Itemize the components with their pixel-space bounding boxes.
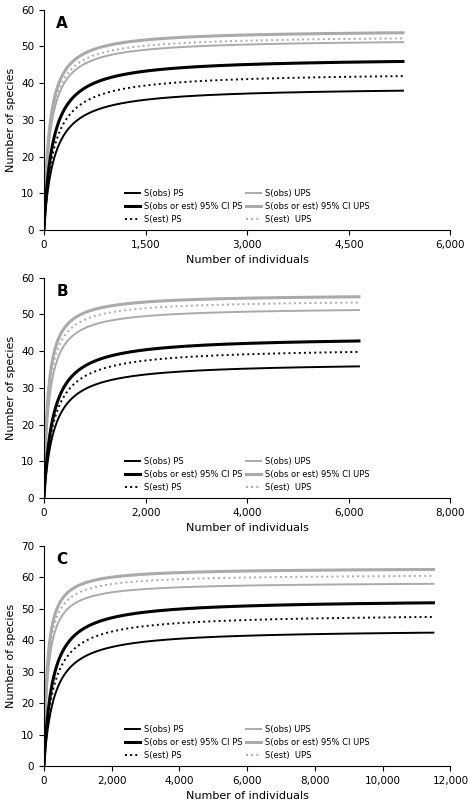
Text: A: A [56,16,68,31]
Legend: S(obs) PS, S(obs or est) 95% CI PS, S(est) PS, S(obs) UPS, S(obs or est) 95% CI : S(obs) PS, S(obs or est) 95% CI PS, S(es… [124,187,371,226]
Text: B: B [56,284,68,299]
Y-axis label: Number of species: Number of species [6,68,16,172]
Legend: S(obs) PS, S(obs or est) 95% CI PS, S(est) PS, S(obs) UPS, S(obs or est) 95% CI : S(obs) PS, S(obs or est) 95% CI PS, S(es… [124,723,371,762]
Legend: S(obs) PS, S(obs or est) 95% CI PS, S(est) PS, S(obs) UPS, S(obs or est) 95% CI : S(obs) PS, S(obs or est) 95% CI PS, S(es… [124,455,371,494]
Y-axis label: Number of species: Number of species [6,604,16,708]
Text: C: C [56,552,67,567]
X-axis label: Number of individuals: Number of individuals [186,255,309,266]
X-axis label: Number of individuals: Number of individuals [186,524,309,533]
Y-axis label: Number of species: Number of species [6,336,16,440]
X-axis label: Number of individuals: Number of individuals [186,792,309,801]
